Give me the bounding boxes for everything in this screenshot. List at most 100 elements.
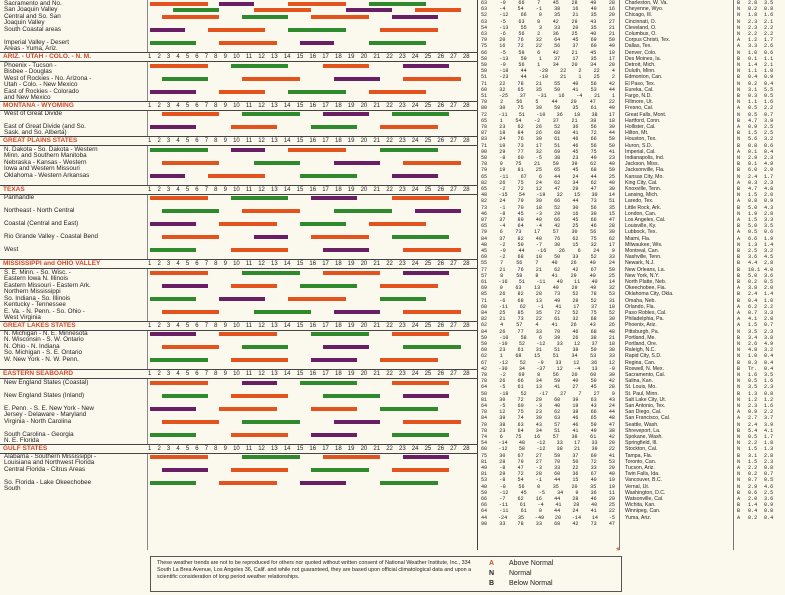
table-row: 48 -2 50 -7 30 15 32 17 Milwaukee, Wis. N 1.3 1.4 [481, 242, 781, 248]
precip-code: N [737, 421, 741, 428]
day-scale: 1 2 3 4 5 6 7 8 9 10 11 12 13 14 15 16 17 18 19 20 21 22 23 24 2… [148, 137, 470, 145]
temp-cell: 78 [481, 409, 488, 416]
station-name: Eureka, Cal. [625, 86, 654, 93]
day-number: 8 [214, 54, 218, 60]
precip-normal: 5.5 [764, 86, 774, 93]
station-name: London, Can. [625, 210, 657, 217]
temp-cell: -11 [499, 173, 509, 180]
temp-cell: 84 [481, 235, 488, 242]
region-label: N. Dakota - So. Dakota - Western Minn. a… [4, 145, 98, 159]
day-number: 9 [223, 261, 227, 267]
temp-cell: -10 [536, 111, 546, 118]
temp-cell: 22 [572, 465, 579, 471]
trend-bar [242, 270, 300, 275]
precip-code: B [737, 260, 741, 267]
temp-cell: 22 [535, 316, 542, 323]
temp-cell: 62 [572, 235, 579, 242]
temperature-values: 64 -5 61 13 41 27 45 28 [481, 384, 615, 390]
temp-cell: 84 [517, 130, 524, 137]
day-number: 23 [398, 261, 406, 267]
temp-cell: 75 [481, 43, 488, 50]
legend-label: Above Normal [509, 560, 554, 567]
day-number: 10 [233, 261, 240, 267]
trend-bar [161, 112, 219, 116]
day-number: 13 [271, 186, 278, 193]
trend-bar [161, 309, 219, 314]
precip-value: 6.0 [748, 167, 758, 174]
temp-cell: -5 [499, 18, 506, 25]
temp-cell: 44 [590, 173, 597, 180]
temperature-values: 63 -9 66 7 45 28 49 28 [481, 0, 615, 6]
temp-cell: -8 [499, 483, 506, 490]
day-number: 28 [462, 138, 470, 144]
station-name: Huron, S.D. [625, 142, 653, 149]
precip-normal: 4.9 [764, 161, 774, 168]
day-number: 3 [166, 102, 171, 109]
station-name: Omaha, Neb. [625, 297, 656, 304]
temp-cell: 66 [517, 378, 524, 385]
temp-cell: 20 [608, 465, 615, 471]
temp-cell: 2 [611, 74, 615, 81]
precip-value: 8.1 [748, 161, 758, 168]
temperature-values: 44 -24 35 -49 20 -14 14 -5 [481, 515, 615, 521]
day-number: 13 [271, 54, 278, 60]
trend-bar [380, 406, 438, 411]
temp-cell: 81 [481, 471, 488, 478]
temperature-values: 71 10 73 17 51 46 56 50 [481, 143, 615, 149]
temp-cell: 46 [572, 328, 579, 335]
temp-cell: -5 [535, 155, 542, 161]
temp-cell: 25 [571, 31, 578, 37]
precip-normal: 4.8 [764, 186, 774, 192]
temp-cell: 65 [481, 186, 488, 192]
temp-cell: 34 [552, 62, 559, 68]
precip-value: 3.1 [748, 86, 758, 93]
day-number: 15 [296, 322, 304, 329]
temp-cell: 43 [590, 18, 597, 25]
precip-code: N [737, 353, 741, 360]
day-number: 25 [424, 54, 432, 60]
temp-cell: 33 [608, 254, 615, 261]
precip-normal: 3.7 [764, 415, 774, 422]
legend-code: A [489, 560, 495, 567]
temp-cell: 16 [499, 43, 506, 50]
temp-cell: -9 [499, 62, 506, 68]
region-label: Oklahoma - Western Arkansas [4, 171, 90, 179]
temp-cell: 56 [518, 483, 525, 490]
temp-cell: 85 [517, 310, 524, 316]
temp-cell: 69 [554, 148, 561, 155]
region-label: Central Florida - Citrus Areas [4, 466, 86, 473]
temperature-values: 60 -11 62 -1 41 17 37 18 [481, 304, 615, 310]
trend-bar [150, 332, 196, 336]
temp-cell: 2 [500, 99, 504, 106]
table-row: 81 28 79 27 70 50 72 53 Toronto, Can. N 1.5 2.3 [481, 459, 781, 465]
precip-value: 1.2 [748, 37, 758, 44]
temp-cell: 59 [481, 334, 488, 341]
temp-cell: 13 [535, 297, 542, 304]
temp-cell: 35 [608, 204, 615, 211]
precip-normal: 4.0 [764, 266, 774, 273]
temperature-values: 66 -5 58 6 42 21 45 19 [481, 50, 615, 56]
temp-cell: 22 [608, 446, 615, 453]
precip-value: 0.4 [748, 297, 758, 304]
station-name: Winnipeg, Can. [625, 508, 661, 515]
trend-bar [311, 235, 369, 239]
day-number: 20 [360, 261, 368, 267]
day-number: 14 [283, 261, 291, 267]
temp-cell: 84 [481, 328, 488, 335]
precip-code: N [737, 24, 741, 31]
station-name: Hartford, Conn. [625, 117, 661, 124]
temp-cell: 17 [534, 229, 541, 236]
temp-cell: 18 [574, 111, 581, 118]
temp-cell: 22 [499, 80, 506, 87]
day-number: 4 [176, 138, 180, 144]
precip-value: 0.3 [748, 359, 758, 366]
station-name: Montreal, Can. [625, 248, 660, 254]
precip-normal: 0.4 [764, 353, 774, 360]
table-row: 59 -10 52 -12 33 12 37 18 Portland, Ore. N 2.6 4.9 [481, 341, 781, 347]
temp-cell: 47 [554, 186, 561, 192]
precip-normal: 2.8 [764, 452, 774, 459]
day-number: 3 [166, 261, 171, 267]
temp-cell: 63 [517, 421, 524, 428]
temp-cell: 76 [517, 266, 524, 273]
temp-cell: 66 [554, 198, 561, 205]
